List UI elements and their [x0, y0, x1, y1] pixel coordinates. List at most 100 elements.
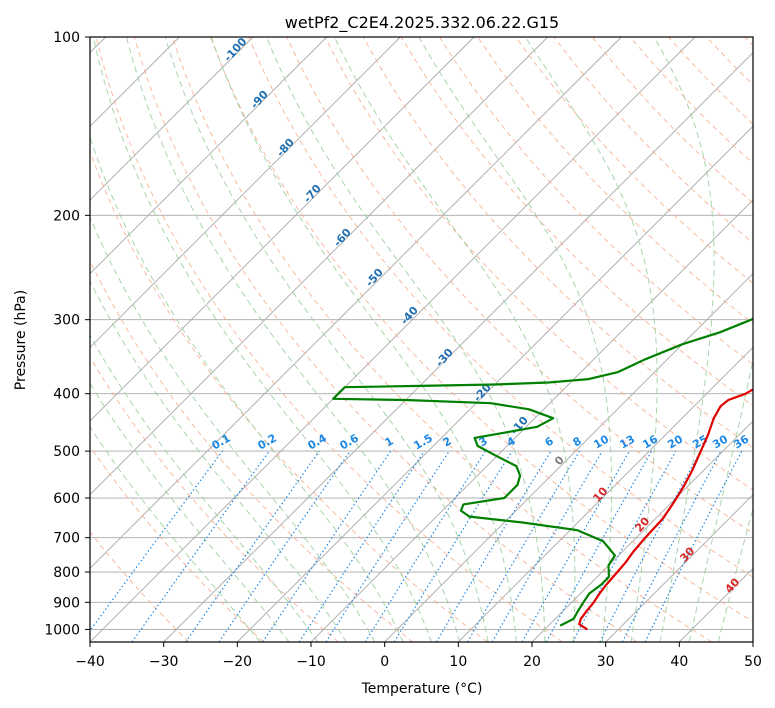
x-axis-label: Temperature (°C): [361, 681, 483, 697]
dry-adiabat: [515, 37, 753, 284]
dry-adiabat: [210, 37, 753, 623]
moist-adiabat: [333, 37, 576, 642]
mixing-ratio-label: 0.2: [256, 431, 279, 452]
y-tick-label: 100: [53, 30, 80, 46]
chart-title: wetPf2_C2E4.2025.332.06.22.G15: [285, 13, 559, 33]
dry-adiabat: [90, 150, 488, 642]
mixing-ratio-label: 0.1: [210, 431, 233, 452]
dry-adiabat: [90, 531, 190, 642]
temperature-profile: [578, 388, 753, 631]
dry-adiabat: [400, 37, 753, 407]
mixing-ratio-line: [325, 450, 450, 642]
plot-frame: [89, 36, 754, 643]
isotherm-line: [310, 199, 753, 642]
dry-adiabat: [706, 37, 753, 86]
contour-labels: -100-90-80-70-60-50-40-30-20-10010203040…: [210, 35, 752, 596]
mixing-ratio-line: [262, 450, 392, 642]
isotherm-line: [752, 641, 753, 642]
mixing-ratio-line: [218, 450, 351, 642]
moist-adiabat: [92, 37, 432, 642]
moist-adiabat: [266, 37, 546, 642]
moist-adiabat: [90, 334, 319, 642]
moist-adiabat: [688, 358, 753, 642]
mixing-ratio-label: 1: [383, 434, 396, 449]
grid-layer: [90, 37, 753, 642]
isotherm-line: [90, 37, 254, 201]
dry-adiabat: [286, 37, 753, 534]
y-tick-label: 300: [53, 313, 80, 329]
isotherm-line: [384, 273, 753, 642]
mixing-ratio-label: 0.6: [338, 431, 362, 452]
x-tick-label: 0: [380, 654, 389, 670]
dewpoint-profile: [332, 317, 753, 627]
y-tick-label: 800: [53, 565, 80, 581]
y-axis-label: Pressure (hPa): [13, 290, 29, 390]
y-tick-label: 700: [53, 531, 80, 547]
moist-adiabat: [653, 37, 715, 642]
isotherm-line: [90, 37, 327, 275]
x-tick-label: −20: [223, 654, 253, 670]
moist-adiabat: [210, 37, 517, 642]
dry-adiabat-label: -80: [274, 136, 297, 160]
y-tick-label: 500: [53, 444, 80, 460]
moist-adiabat: [717, 506, 753, 642]
y-tick-label: 400: [53, 387, 80, 403]
mixing-ratio-line: [572, 450, 677, 642]
background-lines: [90, 37, 753, 642]
dry-adiabat: [90, 259, 414, 642]
dry-adiabat-label: -40: [398, 304, 421, 328]
mixing-ratio-line: [521, 450, 631, 642]
moist-adiabat: [164, 37, 489, 642]
dry-adiabat: [171, 37, 712, 642]
mixing-ratio-label: 1.5: [412, 431, 435, 452]
dry-adiabat: [133, 37, 638, 642]
x-tick-label: 10: [449, 654, 467, 670]
isotherm-line: [605, 494, 753, 642]
dry-adiabat-label: -70: [301, 182, 324, 206]
isotherm-line: [90, 37, 548, 496]
mixing-ratio-line: [545, 450, 653, 642]
mixing-ratio-line: [90, 450, 223, 632]
dry-adiabat-label: 0: [552, 453, 567, 468]
moist-adiabat: [90, 215, 376, 642]
mixing-ratio-label: 8: [571, 434, 584, 449]
isotherm-line: [458, 346, 753, 642]
plot-area: -100-90-80-70-60-50-40-30-20-10010203040…: [90, 35, 753, 642]
moist-adiabat: [418, 37, 613, 642]
y-tick-label: 200: [53, 208, 80, 224]
dry-adiabat: [90, 356, 339, 642]
isotherm-line: [163, 52, 753, 642]
mixing-ratio-line: [131, 450, 270, 642]
moist-adiabat: [524, 37, 658, 642]
x-tick-label: −30: [149, 654, 179, 670]
mixing-ratio-label: 10: [591, 432, 611, 451]
y-tick-label: 900: [53, 595, 80, 611]
profiles: [332, 317, 753, 631]
mixing-ratio-line: [298, 450, 425, 642]
x-tick-label: −10: [296, 654, 326, 670]
dry-adiabat-label: -50: [363, 266, 386, 290]
dry-adiabat-label: -100: [221, 35, 249, 64]
mixing-ratio-line: [185, 450, 320, 642]
mixing-ratio-line: [435, 450, 552, 642]
x-tick-label: 50: [744, 654, 762, 670]
isotherm-line: [531, 420, 753, 642]
x-axis: −40 −30 −20 −10 0 10 20 30 40 50: [75, 642, 762, 670]
mixing-ratio-label: 0.4: [306, 431, 330, 452]
y-axis: 100 200 300 400 500 600 700 800 900 1000: [44, 30, 90, 638]
moist-adiabat: [90, 135, 404, 642]
mixing-ratio-label: 30: [710, 432, 730, 451]
mixing-ratio-label: 36: [731, 432, 751, 451]
x-tick-label: 30: [597, 654, 615, 670]
dry-adiabat: [744, 37, 753, 47]
dry-adiabat: [248, 37, 753, 578]
moist-adiabat: [90, 382, 290, 642]
dry-adiabat-label: -10: [508, 414, 531, 438]
dry-adiabat-label: 30: [677, 544, 697, 564]
mixing-ratio-line: [393, 450, 513, 642]
mixing-ratio-label: 16: [640, 432, 660, 451]
dry-adiabat: [90, 445, 264, 642]
isotherm-line: [90, 37, 622, 569]
isotherm-line: [90, 37, 475, 422]
